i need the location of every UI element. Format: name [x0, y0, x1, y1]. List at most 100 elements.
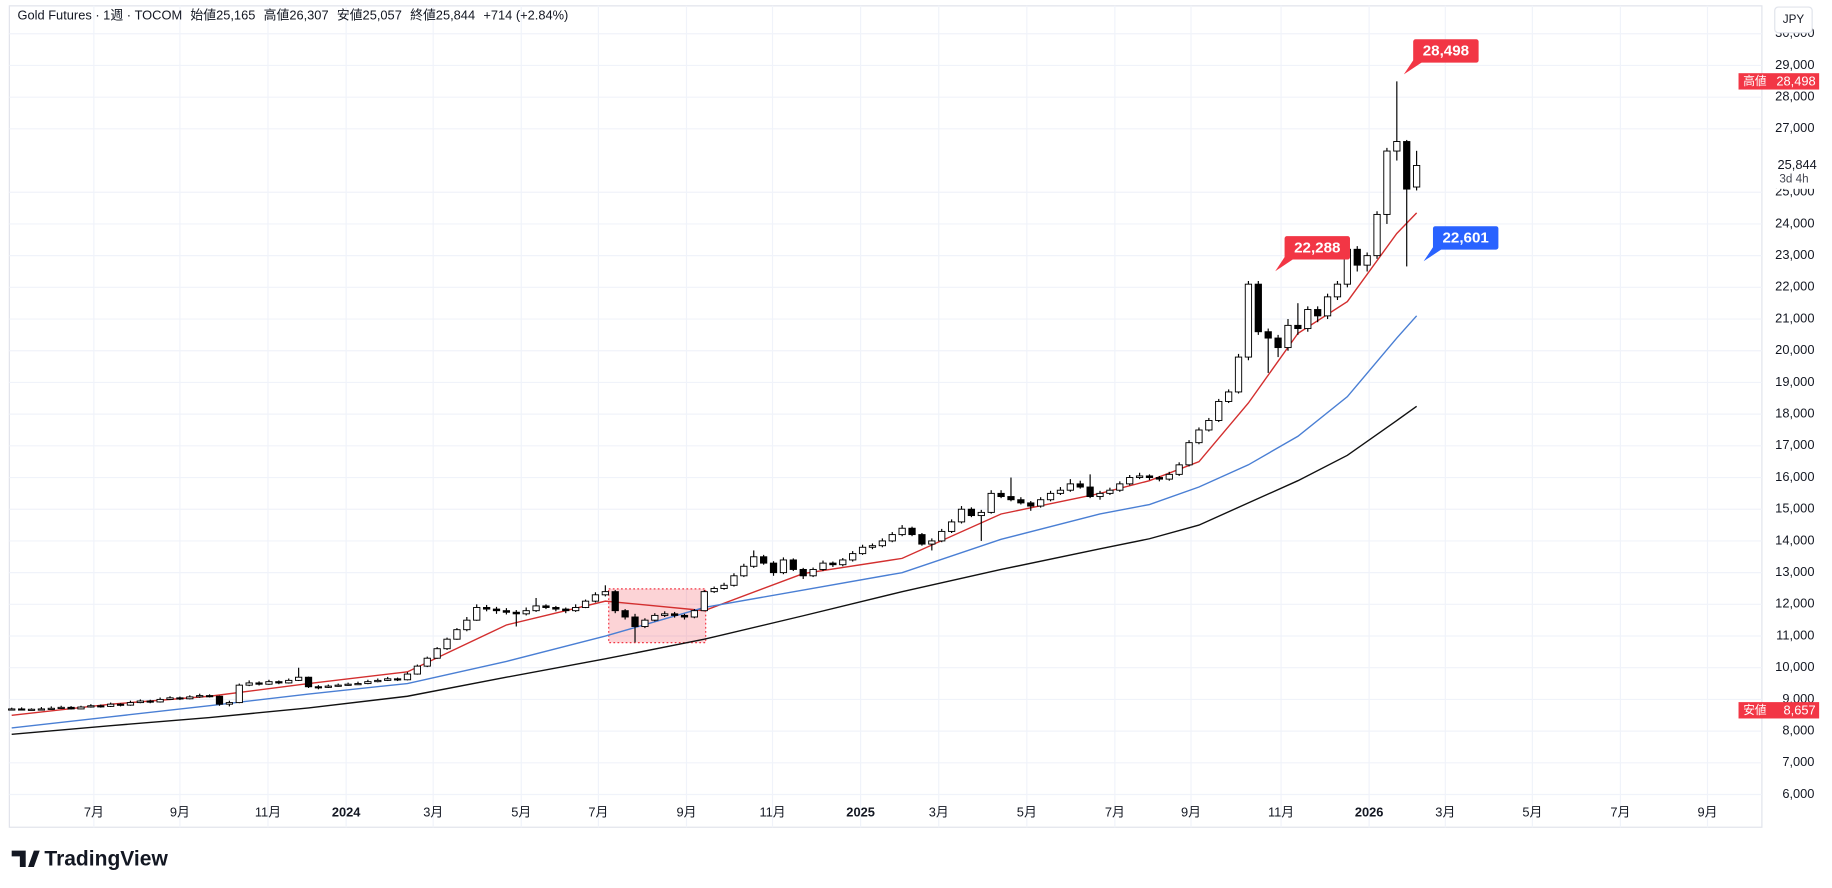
candle-body: [849, 553, 857, 561]
candle-body: [1195, 429, 1203, 444]
candle-body: [908, 527, 916, 536]
currency-button[interactable]: [1774, 6, 1813, 34]
candle-body: [1284, 324, 1292, 349]
x-tick-label: 9月: [676, 805, 696, 820]
candle-body: [255, 682, 263, 685]
annotation-label: 28,498: [1423, 43, 1469, 60]
logo-icon: [11, 850, 40, 867]
candle-body: [1076, 483, 1084, 488]
candle-body: [631, 616, 639, 627]
x-tick-label: 9月: [170, 805, 190, 820]
plot-frame: [8, 5, 1763, 828]
candle-body: [482, 607, 491, 610]
candle-body: [898, 527, 906, 536]
y-tick-label: 27,000: [1775, 120, 1814, 135]
candle-body: [27, 708, 36, 711]
candle-body: [1333, 283, 1342, 298]
candle-body: [107, 703, 115, 707]
candle-body: [116, 703, 125, 706]
candle-body: [225, 702, 234, 705]
candle-body: [1274, 337, 1282, 349]
candle-body: [601, 591, 609, 596]
candle-body: [1027, 502, 1035, 507]
candle-body: [453, 629, 461, 640]
x-tick-label: 11月: [759, 805, 785, 820]
candle-body: [492, 608, 501, 612]
candle-body: [868, 545, 877, 548]
x-tick-label: 3月: [1435, 805, 1455, 820]
x-tick-label: 2025: [846, 805, 875, 820]
candle-body: [344, 683, 352, 686]
candle-body: [295, 676, 303, 681]
candle-body: [77, 706, 85, 710]
candle-body: [710, 588, 718, 593]
countdown: 3d 4h: [1779, 173, 1808, 186]
axis-marker-name: 高値: [1743, 74, 1767, 88]
candle-body: [473, 607, 481, 621]
candle-body: [265, 681, 273, 685]
axis-marker-value: 8,657: [1783, 702, 1815, 717]
candle-body: [1145, 475, 1154, 478]
candle-body: [1017, 499, 1025, 504]
candle-body: [641, 619, 649, 627]
y-tick-label: 29,000: [1775, 57, 1814, 72]
y-tick-label: 10,000: [1775, 659, 1814, 674]
candle-body: [87, 705, 95, 708]
currency[interactable]: JPY: [1783, 13, 1805, 26]
stat: 終値25,844: [410, 8, 475, 23]
y-tick-label: 22,000: [1775, 279, 1814, 294]
candle-body: [1056, 489, 1065, 494]
annotation-pointer: [1275, 257, 1297, 272]
header: Gold Futures · 1週 · TOCOM 始値25,165 高値26,…: [18, 8, 569, 23]
annotation-label: 22,601: [1442, 230, 1489, 247]
candle-body: [532, 605, 540, 612]
candle-body: [1007, 496, 1015, 501]
candle-body: [17, 708, 26, 711]
candle-body: [235, 684, 243, 704]
annotation-box: [1413, 39, 1479, 63]
candle-body: [334, 684, 342, 687]
candle-body: [947, 521, 956, 532]
candle-body: [1353, 248, 1361, 266]
candle-body: [750, 556, 758, 567]
candle-body: [215, 695, 224, 705]
y-tick-label: 16,000: [1775, 469, 1814, 484]
candle-body: [1086, 486, 1094, 498]
last-price-box: [1771, 156, 1821, 189]
y-tick-label: 20,000: [1775, 342, 1814, 357]
candle-body: [166, 697, 174, 700]
candle-body: [1096, 492, 1104, 498]
candle-body: [1412, 165, 1421, 188]
y-tick-label: 14,000: [1775, 532, 1814, 547]
marks: [8, 81, 1421, 736]
stat: 安値25,057: [337, 8, 402, 23]
candle-body: [97, 705, 105, 708]
x-tick-label: 9月: [1697, 805, 1717, 820]
candle-body: [740, 565, 748, 577]
candle-body: [730, 575, 738, 586]
candle-body: [720, 584, 728, 589]
axis-marker-value: 28,498: [1776, 73, 1815, 88]
candle-body: [967, 508, 976, 517]
candle-body: [67, 706, 75, 710]
y-tick-label: 9,000: [1782, 691, 1814, 706]
candle-body: [126, 702, 135, 706]
candle-body: [572, 607, 580, 612]
candle-body: [314, 686, 323, 689]
candle-body: [1205, 420, 1213, 431]
candle-body: [1264, 331, 1272, 339]
annotation-box: [1284, 236, 1350, 260]
candle-body: [1066, 483, 1074, 491]
candle-body: [205, 695, 214, 698]
candle-body: [611, 591, 619, 612]
labels: 6,000 7,000 8,000 9,000 10,000 11,000 12,000 13…: [84, 25, 1821, 820]
candle-body: [136, 700, 144, 704]
candle-body: [502, 610, 511, 613]
candle-body: [1215, 400, 1223, 421]
candle-body: [562, 608, 570, 612]
axis-marker: [1738, 73, 1820, 90]
candle-body: [403, 673, 412, 681]
candle-body: [423, 657, 431, 667]
